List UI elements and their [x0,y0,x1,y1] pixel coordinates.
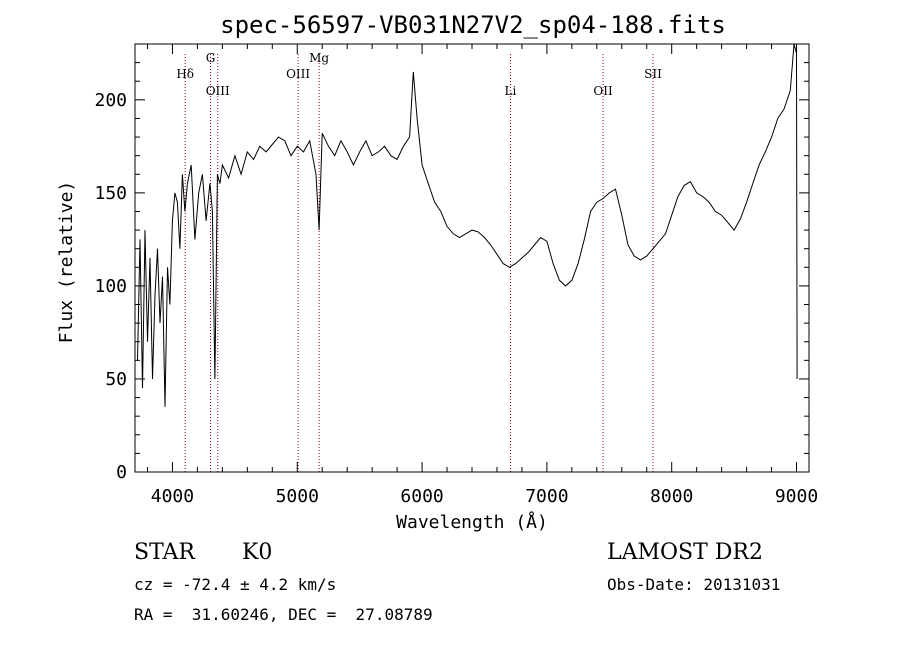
object-class: STAR [134,540,195,565]
x-axis-label: Wavelength (Å) [396,511,548,533]
y-tick-label: 150 [94,183,127,204]
survey-name: LAMOST DR2 [607,540,763,565]
spectral-line-label: Li [505,84,517,98]
spectral-line-label: G [206,51,216,65]
spectral-line-label: Mg [309,51,329,65]
x-tick-label: 4000 [151,486,194,507]
spectral-subclass: K0 [242,540,273,565]
spectral-line-label: OIII [286,67,310,81]
y-axis-label: Flux (relative) [56,181,77,344]
ra-dec-coordinates: RA = 31.60246, DEC = 27.08789 [134,605,433,624]
x-axis: 4000 5000 6000 7000 8000 9000 [146,44,818,507]
spectral-line-label: Hδ [176,67,194,81]
x-tick-label: 7000 [525,486,568,507]
x-tick-label: 6000 [400,486,443,507]
y-tick-label: 100 [94,276,127,297]
spectrum-series-line [137,43,798,407]
spectral-line-label: OIII [206,84,230,98]
spectral-line-markers: Hδ G OIII OIII Mg Li OII SII [176,51,662,472]
y-axis: 0 50 100 150 200 [94,62,809,483]
chart-title: spec-56597-VB031N27V2_sp04-188.fits [220,11,726,39]
plot-frame [134,43,810,473]
redshift-cz: cz = -72.4 ± 4.2 km/s [134,575,337,594]
y-tick-label: 50 [105,369,127,390]
spectral-line-label: OII [593,84,613,98]
y-tick-label: 200 [94,90,127,111]
x-tick-label: 5000 [276,486,319,507]
x-tick-label: 9000 [775,486,818,507]
y-tick-label: 0 [116,462,127,483]
x-tick-label: 8000 [650,486,693,507]
observation-date: Obs-Date: 20131031 [607,575,781,594]
spectral-line-label: SII [644,67,662,81]
